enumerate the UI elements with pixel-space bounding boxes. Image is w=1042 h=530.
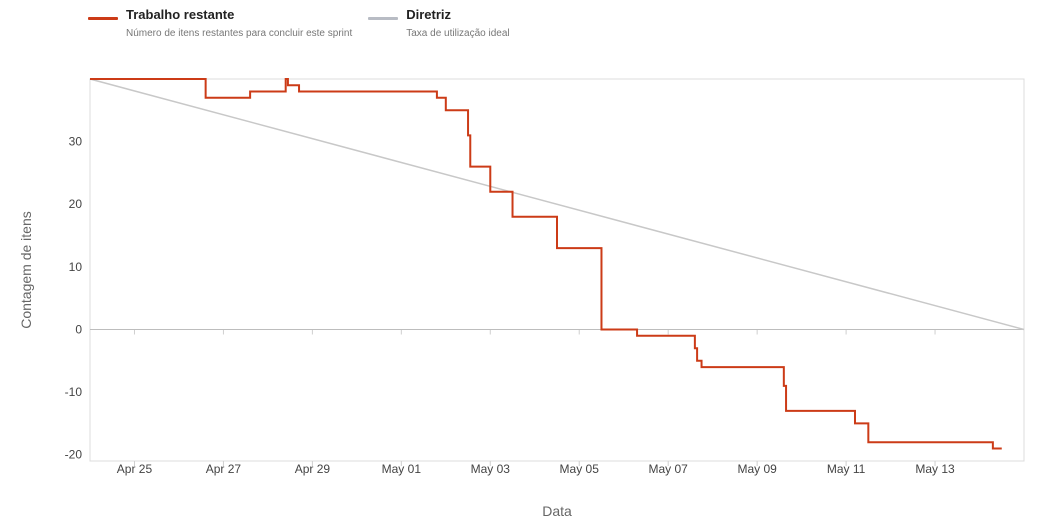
y-tick-label: 10 — [69, 260, 83, 274]
legend-label: Trabalho restante — [126, 7, 235, 22]
plot-area — [89, 78, 1025, 462]
x-tick-label: May 13 — [915, 462, 955, 476]
x-tick-label: May 11 — [827, 462, 866, 476]
y-tick-label: 0 — [75, 322, 82, 336]
series-line-diretriz[interactable] — [89, 78, 1025, 331]
y-tick-label: 20 — [69, 197, 83, 211]
chart-legend: Trabalho restante Número de itens restan… — [88, 6, 510, 42]
legend-entry-trabalho-restante[interactable]: Trabalho restante Número de itens restan… — [88, 6, 352, 42]
legend-swatch-diretriz — [368, 17, 399, 20]
legend-entry-diretriz[interactable]: Diretriz Taxa de utilização ideal — [368, 6, 510, 42]
y-tick-label: -10 — [65, 385, 83, 399]
x-tick-label: May 05 — [560, 462, 600, 476]
series-layer — [89, 78, 1025, 450]
x-tick-label: Apr 29 — [295, 462, 331, 476]
series-line-trabalho-restante[interactable] — [90, 78, 1002, 450]
x-tick-label: Apr 25 — [117, 462, 153, 476]
x-tick-label: May 07 — [649, 462, 689, 476]
y-axis: 30 20 10 0 -10 -20 — [65, 135, 83, 462]
y-tick-label: 30 — [69, 135, 83, 149]
legend-description: Taxa de utilização ideal — [406, 28, 510, 39]
x-tick-label: Apr 27 — [206, 462, 242, 476]
x-axis-title: Data — [542, 503, 572, 519]
x-tick-label: May 09 — [737, 462, 777, 476]
x-tick-label: May 03 — [471, 462, 511, 476]
x-tick-label: May 01 — [382, 462, 422, 476]
y-axis-title: Contagem de itens — [18, 211, 34, 329]
x-axis: Apr 25 Apr 27 Apr 29 May 01 May 03 May 05 May … — [117, 329, 955, 476]
legend-swatch-trabalho-restante — [88, 17, 118, 20]
legend-label: Diretriz — [406, 7, 452, 22]
y-tick-label: -20 — [65, 448, 83, 462]
legend-description: Número de itens restantes para concluir … — [126, 28, 353, 39]
